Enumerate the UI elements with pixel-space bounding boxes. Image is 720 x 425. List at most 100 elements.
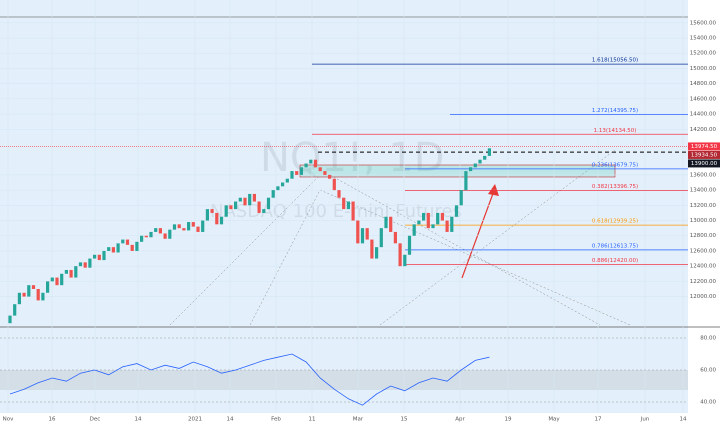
candle <box>342 197 346 210</box>
y-tick-label: 15000.00 <box>690 66 717 72</box>
x-tick-label: 16 <box>49 417 56 423</box>
candle <box>144 235 148 238</box>
candle <box>22 292 26 297</box>
candle <box>252 193 256 202</box>
candle <box>262 209 266 213</box>
candle <box>356 220 360 244</box>
candle <box>318 167 322 172</box>
candle <box>271 190 275 198</box>
candle <box>13 304 17 316</box>
candle <box>74 266 78 278</box>
x-tick-label: 14 <box>227 417 234 423</box>
candle <box>304 163 308 168</box>
rsi-band <box>0 370 688 390</box>
candle <box>332 178 336 191</box>
y-tick-label: 12200.00 <box>690 279 717 285</box>
candle <box>31 285 36 289</box>
candle <box>473 163 477 168</box>
x-tick-label: Nov <box>3 417 14 423</box>
candle <box>78 262 83 267</box>
x-tick-label: Dec <box>90 417 101 423</box>
y-tick-label: 15600.00 <box>690 20 717 26</box>
candle <box>219 216 224 225</box>
fib-label: 0.236(13679.75) <box>592 162 638 168</box>
candle <box>201 220 205 232</box>
candle <box>8 315 12 324</box>
price-badge-label: 13974.50 <box>691 144 718 150</box>
candle <box>135 241 139 251</box>
candle <box>111 247 115 253</box>
fib-label: 0.786(12613.75) <box>592 243 638 249</box>
candle <box>234 201 238 210</box>
candle <box>417 220 421 225</box>
y-tick-label: 13400.00 <box>690 188 717 194</box>
fib-label: 0.382(13396.75) <box>592 184 638 190</box>
rsi-tick-label: 60.00 <box>700 368 716 374</box>
candle <box>295 171 299 175</box>
candle <box>483 155 487 160</box>
rsi-tick-label: 40.00 <box>700 400 716 406</box>
candle <box>154 228 158 232</box>
candle <box>478 159 482 164</box>
x-tick-label: Jun <box>640 417 650 423</box>
fib-label: 0.618(12939.25) <box>592 219 638 225</box>
x-tick-label: 17 <box>595 417 602 423</box>
candle <box>130 244 134 251</box>
candle <box>445 220 449 232</box>
candle <box>248 193 252 206</box>
candle <box>205 209 209 221</box>
candle <box>17 292 21 305</box>
candle <box>313 159 318 168</box>
candle <box>351 201 355 221</box>
candle <box>83 262 87 268</box>
y-tick-label: 13200.00 <box>690 203 717 209</box>
candle <box>426 212 430 229</box>
x-tick-label: Feb <box>271 417 281 423</box>
candle <box>88 258 92 268</box>
y-tick-label: 15400.00 <box>690 36 717 42</box>
x-tick-label: 14 <box>680 417 687 423</box>
candle <box>328 174 332 179</box>
candle <box>187 222 191 231</box>
fib-label: 1.13(14134.50) <box>594 128 637 134</box>
candle <box>229 205 233 210</box>
candle <box>403 254 407 267</box>
candle <box>36 288 40 301</box>
price-badge <box>688 150 720 159</box>
y-tick-label: 12000.00 <box>690 294 717 300</box>
candle <box>464 171 468 191</box>
candle <box>393 231 397 244</box>
candle <box>454 205 459 217</box>
candle <box>41 292 45 301</box>
candle <box>102 250 106 261</box>
fib-label: 0.886(12420.00) <box>592 258 638 264</box>
candle <box>346 201 350 210</box>
y-tick-label: 15200.00 <box>690 51 717 57</box>
candle <box>140 235 144 242</box>
candle <box>337 190 341 198</box>
candle <box>360 228 365 244</box>
candle <box>459 190 463 206</box>
candle <box>238 197 242 202</box>
candle <box>97 254 101 261</box>
candle <box>121 239 125 244</box>
candle <box>55 277 59 286</box>
x-tick-label: May <box>548 417 560 423</box>
candle <box>243 197 247 206</box>
y-tick-label: 13000.00 <box>690 218 717 224</box>
candle <box>276 186 280 191</box>
candle <box>93 254 97 259</box>
watermark-sub: NASDAQ 100 E-mini Futures <box>210 201 462 222</box>
price-badge <box>688 159 720 168</box>
candle <box>210 209 214 213</box>
candle <box>163 233 167 239</box>
y-tick-label: 14800.00 <box>690 81 717 87</box>
candle <box>431 224 435 229</box>
x-tick-label: 2021 <box>188 417 202 423</box>
rsi-line <box>9 353 490 406</box>
candle <box>149 231 153 238</box>
candle <box>469 167 473 172</box>
candle <box>27 285 31 297</box>
price-badge <box>688 142 720 151</box>
fib-label: 1.618(15056.50) <box>592 58 638 64</box>
